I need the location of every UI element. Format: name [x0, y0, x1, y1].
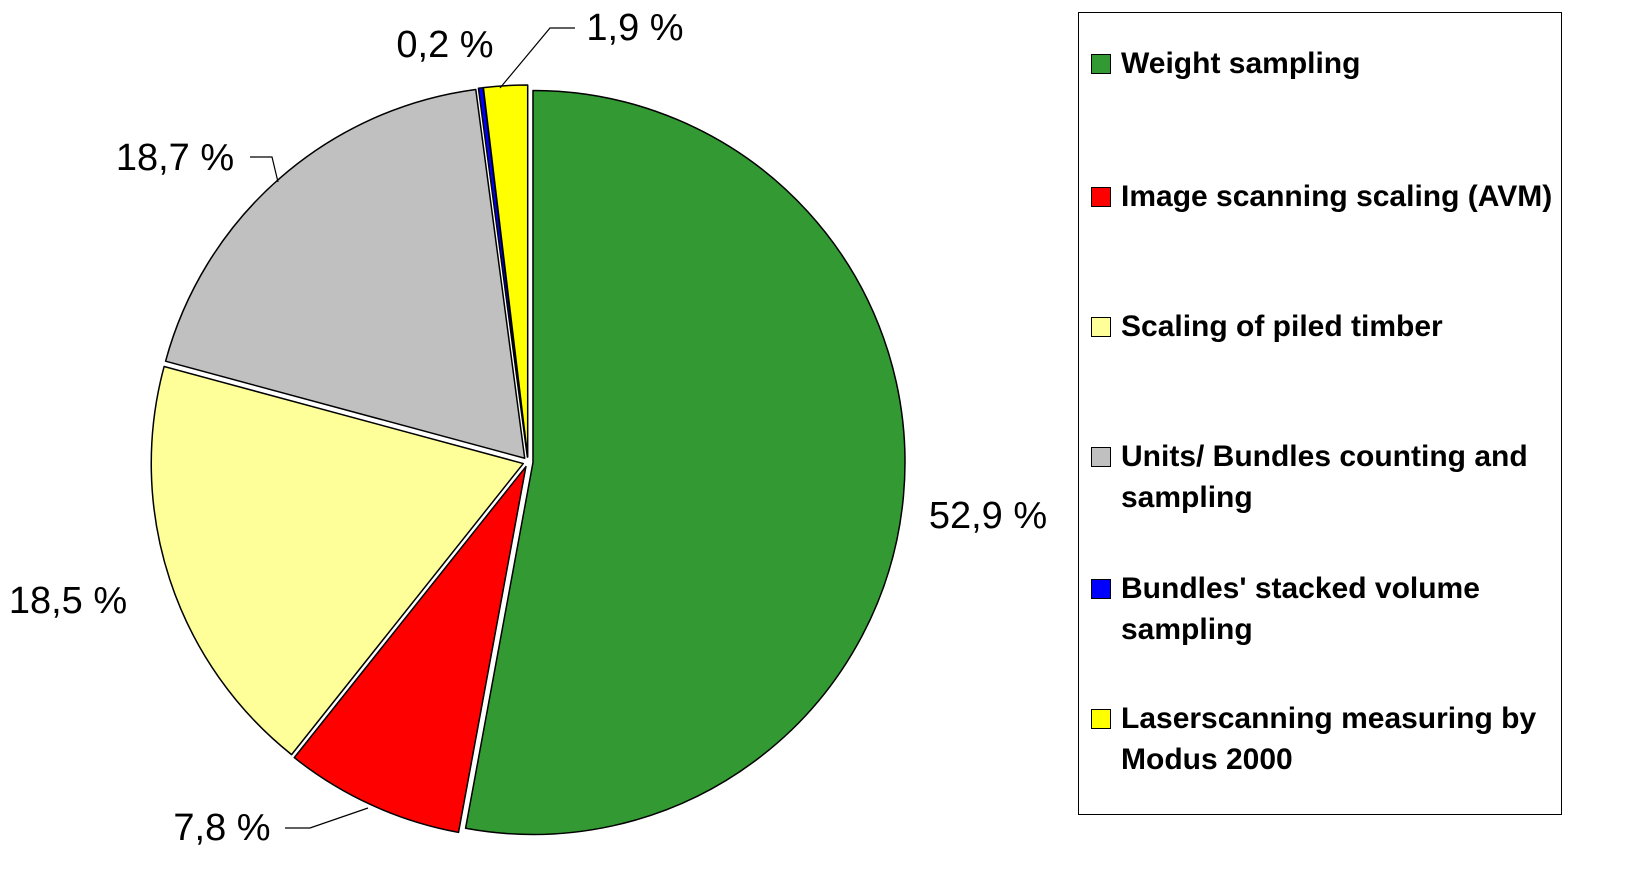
- pie-slice: [150, 365, 524, 756]
- legend-label: Scaling of piled timber: [1121, 310, 1443, 343]
- legend-label: Bundles' stacked volume sampling: [1121, 572, 1480, 646]
- legend-swatch: [1091, 317, 1111, 337]
- legend-entry: Laserscanning measuring by Modus 2000: [1091, 698, 1553, 780]
- legend-entry: Units/ Bundles counting and sampling: [1091, 436, 1553, 518]
- legend-entry: Image scanning scaling (AVM): [1091, 176, 1553, 217]
- legend-entry: Bundles' stacked volume sampling: [1091, 568, 1553, 650]
- legend-swatch: [1091, 54, 1111, 74]
- pie-slice: [164, 88, 526, 459]
- legend-swatch: [1091, 447, 1111, 467]
- legend-label: Image scanning scaling (AVM): [1121, 180, 1553, 213]
- pie-slice: [482, 84, 529, 458]
- legend: Weight sampling Image scanning scaling (A…: [1078, 12, 1562, 815]
- leader-line: [250, 156, 279, 183]
- leader-line: [499, 27, 575, 89]
- legend-entry: Weight sampling: [1091, 43, 1553, 84]
- data-label: 18,7 %: [116, 137, 234, 179]
- legend-swatch: [1091, 579, 1111, 599]
- leader-line: [285, 807, 369, 829]
- legend-entry: Scaling of piled timber: [1091, 306, 1553, 347]
- legend-label: Weight sampling: [1121, 47, 1361, 80]
- data-label: 52,9 %: [929, 495, 1047, 537]
- data-label: 18,5 %: [9, 580, 127, 622]
- legend-label: Units/ Bundles counting and sampling: [1121, 440, 1528, 514]
- pie-slice: [293, 465, 527, 834]
- pie-slice: [464, 89, 906, 836]
- legend-swatch: [1091, 709, 1111, 729]
- legend-label: Laserscanning measuring by Modus 2000: [1121, 702, 1537, 776]
- data-label: 1,9 %: [586, 7, 683, 49]
- legend-swatch: [1091, 187, 1111, 207]
- data-label: 7,8 %: [173, 807, 270, 849]
- data-label: 0,2 %: [396, 24, 493, 66]
